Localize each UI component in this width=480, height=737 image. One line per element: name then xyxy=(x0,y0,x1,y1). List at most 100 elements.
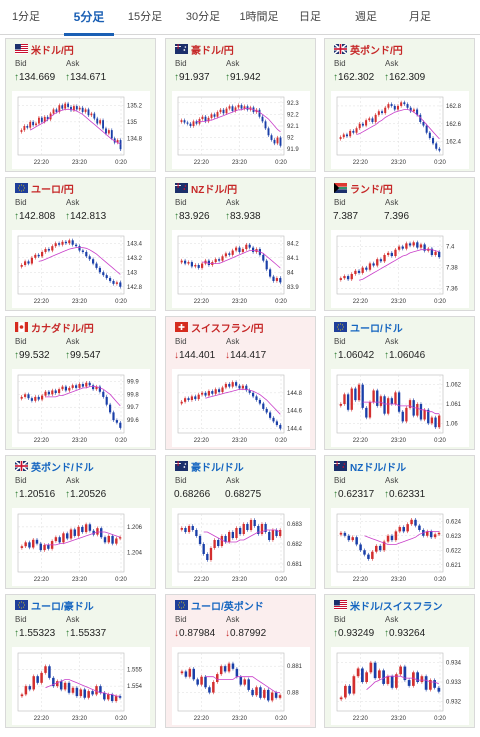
candle-body xyxy=(348,685,351,694)
candle-body xyxy=(275,421,278,425)
candle-body xyxy=(410,519,413,525)
rate-card[interactable]: 豪ドル/ドル Bid Ask 0.68266 0.68275 0.683 0.682 0.68… xyxy=(165,455,316,589)
card-header: ユーロ/円 xyxy=(6,178,155,196)
price-chart[interactable]: 144.8 144.6 144.4 22:20 23:20 0:20 xyxy=(172,369,310,447)
price-chart[interactable]: 1.062 1.061 1.06 22:20 23:20 0:20 xyxy=(331,369,469,447)
tab-3[interactable]: 15分足 xyxy=(127,11,163,23)
candle-body xyxy=(279,278,282,283)
candle-body xyxy=(402,527,405,532)
pair-name[interactable]: 米ドル/円 xyxy=(31,46,74,57)
candle-body xyxy=(95,263,98,268)
pair-name[interactable]: 豪ドル/ドル xyxy=(191,463,244,474)
candle-body xyxy=(52,109,55,114)
rate-card[interactable]: スイスフラン/円 Bid Ask ↓144.401 ↓144.417 144.8 144.6… xyxy=(165,316,316,450)
candle-body xyxy=(368,263,372,270)
candle-body xyxy=(109,278,112,281)
price-chart[interactable]: 0.934 0.933 0.932 22:20 23:20 0:20 xyxy=(331,647,469,725)
bid-value-text: 0.93249 xyxy=(338,628,375,639)
candle-body xyxy=(200,676,203,685)
price-chart[interactable]: 1.206 1.204 22:20 23:20 0:20 xyxy=(12,508,150,586)
rate-card[interactable]: カナダドル/円 Bid Ask ↑99.532 ↑99.547 99.9 99.8 99.7 9… xyxy=(5,316,156,450)
pair-name[interactable]: ユーロ/円 xyxy=(31,185,74,196)
moving-average-line xyxy=(45,679,120,697)
y-tick-label: 0.934 xyxy=(446,661,462,667)
y-tick-label: 7.38 xyxy=(446,266,458,272)
candle-body xyxy=(343,276,346,279)
pair-name[interactable]: NZドル/ドル xyxy=(350,463,407,474)
pair-name[interactable]: 豪ドル/円 xyxy=(191,46,234,57)
candle-body xyxy=(368,402,372,418)
pair-name[interactable]: 英ポンド/円 xyxy=(350,46,403,57)
rate-card[interactable]: 米ドル/スイスフラン Bid Ask ↑0.93249 ↑0.93264 0.934 0.9… xyxy=(324,594,475,728)
pair-name[interactable]: 英ポンド/ドル xyxy=(31,463,94,474)
rate-card[interactable]: 豪ドル/円 Bid Ask ↑91.937 ↑91.942 92.3 92.2 92.1 92 9… xyxy=(165,38,316,172)
candle-body xyxy=(111,535,114,544)
candle-body xyxy=(194,265,197,267)
x-tick-label: 23:20 xyxy=(232,299,248,305)
candle-body xyxy=(276,137,279,144)
x-tick-label: 23:20 xyxy=(391,716,407,722)
candle-body xyxy=(275,278,278,281)
rate-card[interactable]: 英ポンド/円 Bid Ask ↑162.302 ↑162.309 162.8 162.6 16… xyxy=(324,38,475,172)
price-chart[interactable]: 99.9 99.8 99.7 99.6 22:20 23:20 0:20 xyxy=(12,369,150,447)
price-chart[interactable]: 162.8 162.6 162.4 22:20 23:20 0:20 xyxy=(331,91,469,169)
price-chart[interactable]: 92.3 92.2 92.1 92 91.9 22:20 23:20 0:20 xyxy=(172,91,310,169)
pair-name[interactable]: ランド/円 xyxy=(350,185,393,196)
candle-body xyxy=(238,247,241,252)
arrow-up-icon: ↑ xyxy=(225,72,230,83)
rate-card[interactable]: NZドル/ドル Bid Ask ↑0.62317 ↑0.62331 0.624 0.623 0… xyxy=(324,455,475,589)
tab-6[interactable]: 日足 xyxy=(299,11,321,23)
price-chart[interactable]: 0.881 0.88 22:20 23:20 0:20 xyxy=(172,647,310,725)
x-tick-label: 22:20 xyxy=(194,716,210,722)
price-chart[interactable]: 143.4 143.2 143 142.8 22:20 23:20 0:20 xyxy=(12,230,150,308)
rate-card[interactable]: ランド/円 Bid Ask 7.387 7.396 7.4 7.38 7.36 22:20 23:… xyxy=(324,177,475,311)
arrow-down-icon: ↓ xyxy=(225,628,230,639)
price-chart[interactable]: 135.2 135 134.8 22:20 23:20 0:20 xyxy=(12,91,150,169)
tab-4[interactable]: 30分足 xyxy=(185,11,221,23)
pair-name[interactable]: ユーロ/英ポンド xyxy=(191,602,264,613)
rate-card[interactable]: ユーロ/円 Bid Ask ↑142.808 ↑142.813 143.4 143.2 143… xyxy=(5,177,156,311)
candle-body xyxy=(228,383,231,387)
rate-card[interactable]: NZドル/円 Bid Ask ↑83.926 ↑83.938 84.2 84.1 84 83.9… xyxy=(165,177,316,311)
pair-name[interactable]: ユーロ/ドル xyxy=(350,324,403,335)
tab-1[interactable]: 1分足 xyxy=(11,11,41,23)
tab-8[interactable]: 月足 xyxy=(409,11,431,23)
rate-card[interactable]: 米ドル/円 Bid Ask ↑134.669 ↑134.671 135.2 135 134.8… xyxy=(5,38,156,172)
pair-name[interactable]: 米ドル/スイスフラン xyxy=(350,602,443,613)
candle-body xyxy=(102,272,105,276)
candle-body xyxy=(32,121,35,126)
x-tick-label: 0:20 xyxy=(115,438,127,444)
moving-average-line xyxy=(202,250,281,269)
candle-body xyxy=(267,128,270,136)
bid-value-text: 144.401 xyxy=(179,350,216,361)
pair-name[interactable]: ユーロ/豪ドル xyxy=(31,602,94,613)
price-chart[interactable]: 1.555 1.554 22:20 23:20 0:20 xyxy=(12,647,150,725)
price-chart[interactable]: 0.683 0.682 0.681 22:20 23:20 0:20 xyxy=(172,508,310,586)
tab-2[interactable]: 5分足 xyxy=(58,0,120,36)
moving-average-line xyxy=(205,676,280,693)
candle-body xyxy=(433,680,436,688)
price-chart[interactable]: 7.4 7.38 7.36 22:20 23:20 0:20 xyxy=(331,230,469,308)
rate-card[interactable]: ユーロ/豪ドル Bid Ask ↑1.55323 ↑1.55337 1.555 1.554 2… xyxy=(5,594,156,728)
timeframe-tabs: 1分足 5分足 15分足 30分足 1時間足 日足 週足 月足 xyxy=(0,0,480,36)
price-chart[interactable]: 0.624 0.623 0.622 0.621 22:20 23:20 0:20 xyxy=(331,508,469,586)
tab-5[interactable]: 1時間足 xyxy=(239,11,279,23)
pair-name[interactable]: スイスフラン/円 xyxy=(191,324,264,335)
rate-card[interactable]: 英ポンド/ドル Bid Ask ↑1.20516 ↑1.20526 1.206 1.204 2… xyxy=(5,455,156,589)
pair-name[interactable]: カナダドル/円 xyxy=(31,324,94,335)
flag-icon xyxy=(334,600,347,610)
candle-body xyxy=(51,246,54,251)
pair-name[interactable]: NZドル/円 xyxy=(191,185,238,196)
tab-7[interactable]: 週足 xyxy=(355,11,377,23)
ask-label: Ask xyxy=(385,198,399,207)
candle-body xyxy=(416,672,419,682)
card-header: ユーロ/英ポンド xyxy=(166,595,315,613)
rate-card[interactable]: ユーロ/英ポンド Bid Ask ↓0.87984 ↓0.87992 0.881 0.88 2… xyxy=(165,594,316,728)
candle-body xyxy=(269,269,272,277)
candle-body xyxy=(118,537,122,539)
price-chart[interactable]: 84.2 84.1 84 83.9 22:20 23:20 0:20 xyxy=(172,230,310,308)
candle-body xyxy=(394,531,398,541)
rate-card[interactable]: ユーロ/ドル Bid Ask ↑1.06042 ↑1.06046 1.062 1.061 1.… xyxy=(324,316,475,450)
candle-body xyxy=(32,676,35,690)
arrow-up-icon: ↑ xyxy=(174,211,179,222)
